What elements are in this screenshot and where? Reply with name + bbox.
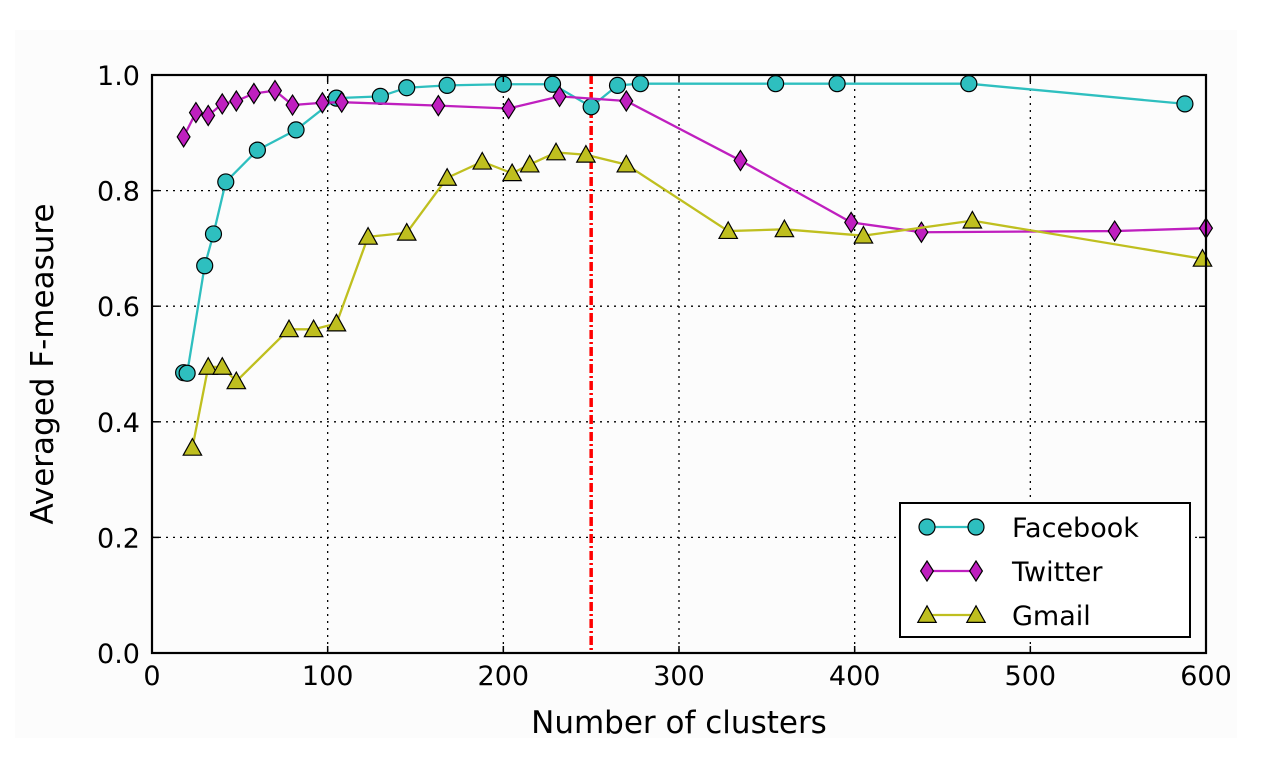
data-point-twitter xyxy=(215,92,230,116)
data-point-facebook xyxy=(398,79,416,97)
legend-marker-facebook xyxy=(918,518,936,536)
data-point-gmail xyxy=(774,218,795,238)
data-point-gmail xyxy=(278,318,300,338)
data-point-gmail xyxy=(436,167,458,186)
y-tick-label: 0.2 xyxy=(97,523,140,554)
data-point-gmail xyxy=(326,313,347,332)
data-point-facebook xyxy=(631,75,649,93)
legend: Facebook Twitter Gmail xyxy=(899,502,1191,638)
data-point-facebook xyxy=(196,257,214,275)
y-axis-title: Averaged F-measure xyxy=(25,203,61,524)
legend-label: Twitter xyxy=(1011,557,1103,588)
data-point-facebook xyxy=(438,76,456,95)
data-point-twitter xyxy=(246,82,261,105)
x-axis-title: Number of clusters xyxy=(531,705,827,741)
data-point-twitter xyxy=(285,93,300,117)
data-point-twitter xyxy=(844,211,859,234)
data-point-gmail xyxy=(226,370,247,390)
data-point-facebook xyxy=(828,75,846,93)
data-point-gmail xyxy=(519,154,540,173)
tick-group: 0 100 200 300 400 500 600 0.0 0.2 0.4 0.6 0.8 1.0 xyxy=(97,61,1232,692)
y-tick-label: 0.4 xyxy=(97,408,140,439)
data-point-gmail xyxy=(472,151,493,170)
legend-marker-twitter xyxy=(968,559,984,583)
data-point-facebook xyxy=(608,76,627,95)
data-point-gmail xyxy=(545,142,567,161)
legend-label: Gmail xyxy=(1012,601,1091,632)
data-point-twitter xyxy=(315,91,330,114)
y-tick-label: 1.0 xyxy=(97,61,140,92)
data-point-facebook xyxy=(767,75,785,93)
grid-lines xyxy=(152,75,1206,653)
legend-label: Facebook xyxy=(1012,513,1139,544)
x-tick-label: 400 xyxy=(829,661,881,692)
data-point-twitter xyxy=(176,125,191,148)
data-point-gmail xyxy=(357,226,379,245)
data-point-facebook xyxy=(248,141,266,159)
data-point-gmail xyxy=(853,225,874,244)
legend-marker-facebook xyxy=(967,518,985,536)
data-point-gmail xyxy=(212,356,233,375)
x-tick-label: 600 xyxy=(1180,661,1232,692)
series-gmail xyxy=(182,142,1213,456)
data-point-twitter xyxy=(188,101,204,124)
y-tick-label: 0.8 xyxy=(97,177,140,208)
x-tick-label: 0 xyxy=(143,661,160,692)
series-line-facebook xyxy=(183,82,1186,375)
series-facebook xyxy=(175,75,1194,382)
data-point-gmail xyxy=(501,162,523,182)
data-point-gmail xyxy=(717,220,739,240)
data-point-twitter xyxy=(552,85,567,108)
data-point-twitter xyxy=(733,149,748,172)
data-point-gmail xyxy=(396,222,417,241)
x-tick-label: 100 xyxy=(302,661,354,692)
data-point-twitter xyxy=(267,79,283,102)
x-tick-label: 500 xyxy=(1005,661,1057,692)
x-tick-label: 300 xyxy=(653,661,705,692)
data-point-twitter xyxy=(1107,219,1122,243)
data-point-gmail xyxy=(575,144,597,163)
data-point-gmail xyxy=(616,154,637,173)
data-point-facebook xyxy=(178,364,196,382)
plot-area: 0 100 200 300 400 500 600 0.0 0.2 0.4 0.6 0.8 1.0 Num… xyxy=(25,61,1232,741)
legend-marker-gmail xyxy=(965,604,987,623)
data-point-twitter xyxy=(501,97,516,120)
legend-marker-twitter xyxy=(919,559,935,583)
data-point-gmail xyxy=(962,210,983,229)
data-point-twitter xyxy=(619,89,634,113)
data-point-gmail xyxy=(303,318,324,338)
legend-marker-gmail xyxy=(916,604,938,623)
data-point-facebook xyxy=(371,87,389,105)
data-point-facebook xyxy=(287,121,305,139)
data-point-facebook xyxy=(204,225,223,243)
data-point-facebook xyxy=(543,75,562,93)
y-tick-label: 0.6 xyxy=(97,292,140,323)
x-tick-label: 200 xyxy=(478,661,530,692)
data-point-facebook xyxy=(217,173,235,191)
data-point-twitter xyxy=(229,89,244,113)
data-point-twitter xyxy=(431,94,446,117)
data-point-facebook xyxy=(960,75,978,93)
data-point-facebook xyxy=(1176,95,1194,113)
data-point-twitter xyxy=(334,91,349,114)
data-point-twitter xyxy=(201,104,216,127)
data-point-facebook xyxy=(582,98,600,116)
y-tick-label: 0.0 xyxy=(97,639,140,670)
data-point-gmail xyxy=(182,437,203,456)
data-point-gmail xyxy=(197,356,219,375)
